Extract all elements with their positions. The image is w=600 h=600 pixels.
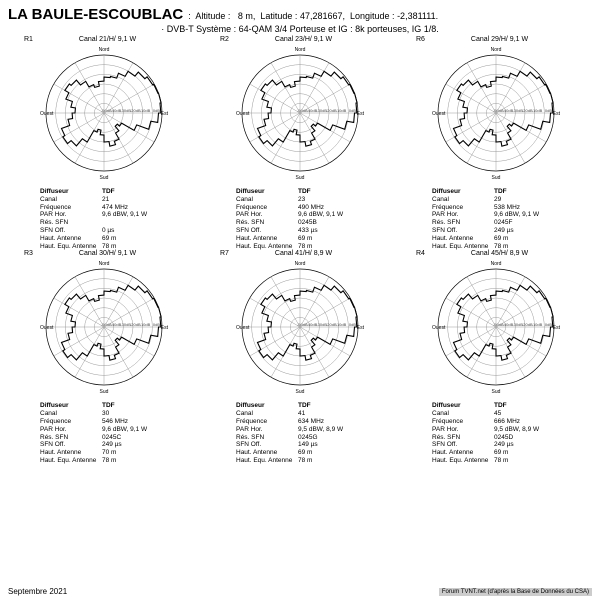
- svg-text:Sud: Sud: [492, 389, 501, 395]
- svg-text:Est: Est: [161, 325, 169, 331]
- chart-cell: R2Canal 23/H/ 9,1 W -50dB-40dB-30dB-20dB…: [202, 36, 398, 250]
- polar-chart: -50dB-40dB-30dB-20dB-10dB0dBNordSudEstOu…: [230, 43, 370, 188]
- location-title: LA BAULE-ESCOUBLAC: [8, 6, 183, 23]
- svg-text:-10dB: -10dB: [336, 108, 347, 113]
- svg-text:Sud: Sud: [296, 389, 305, 395]
- system-line: · DVB-T Système : 64-QAM 3/4 Porteuse et…: [161, 24, 438, 34]
- polar-chart: -50dB-40dB-30dB-20dB-10dB0dBNordSudEstOu…: [34, 257, 174, 402]
- svg-text:0dB: 0dB: [349, 108, 356, 113]
- cell-title: R2Canal 23/H/ 9,1 W: [202, 36, 398, 43]
- polar-chart: -50dB-40dB-30dB-20dB-10dB0dBNordSudEstOu…: [230, 257, 370, 402]
- svg-text:Ouest: Ouest: [432, 111, 446, 117]
- chart-cell: R3Canal 30/H/ 9,1 W -50dB-40dB-30dB-20dB…: [6, 250, 202, 464]
- svg-text:-10dB: -10dB: [532, 108, 543, 113]
- svg-text:-10dB: -10dB: [140, 108, 151, 113]
- page-footer: Septembre 2021 Forum TVNT.net (d'après l…: [8, 587, 592, 596]
- svg-text:Est: Est: [553, 325, 561, 331]
- cell-title: R3Canal 30/H/ 9,1 W: [6, 250, 202, 257]
- chart-cell: R4Canal 45/H/ 8,9 W -50dB-40dB-30dB-20dB…: [398, 250, 594, 464]
- svg-text:Est: Est: [161, 111, 169, 117]
- page-header: LA BAULE-ESCOUBLAC : Altitude : 8 m, Lat…: [0, 0, 600, 36]
- channel-info: DiffuseurTDFCanal41Fréquence634 MHzPAR H…: [202, 402, 398, 464]
- svg-text:Ouest: Ouest: [236, 325, 250, 331]
- svg-text:0dB: 0dB: [545, 108, 552, 113]
- svg-text:Ouest: Ouest: [236, 111, 250, 117]
- channel-info: DiffuseurTDFCanal29Fréquence538 MHzPAR H…: [398, 188, 594, 250]
- svg-text:Nord: Nord: [491, 47, 502, 53]
- polar-chart: -50dB-40dB-30dB-20dB-10dB0dBNordSudEstOu…: [426, 257, 566, 402]
- svg-text:Nord: Nord: [295, 261, 306, 267]
- cell-title: R6Canal 29/H/ 9,1 W: [398, 36, 594, 43]
- svg-text:Nord: Nord: [99, 47, 110, 53]
- channel-info: DiffuseurTDFCanal23Fréquence490 MHzPAR H…: [202, 188, 398, 250]
- svg-text:Est: Est: [357, 325, 365, 331]
- svg-text:Ouest: Ouest: [40, 325, 54, 331]
- chart-cell: R6Canal 29/H/ 9,1 W -50dB-40dB-30dB-20dB…: [398, 36, 594, 250]
- svg-text:Sud: Sud: [100, 175, 109, 181]
- chart-cell: R1Canal 21/H/ 9,1 W -50dB-40dB-30dB-20dB…: [6, 36, 202, 250]
- polar-chart: -50dB-40dB-30dB-20dB-10dB0dBNordSudEstOu…: [34, 43, 174, 188]
- svg-text:-10dB: -10dB: [140, 322, 151, 327]
- channel-info: DiffuseurTDFCanal45Fréquence666 MHzPAR H…: [398, 402, 594, 464]
- svg-text:Sud: Sud: [100, 389, 109, 395]
- svg-text:Ouest: Ouest: [40, 111, 54, 117]
- svg-text:Est: Est: [357, 111, 365, 117]
- svg-text:0dB: 0dB: [349, 322, 356, 327]
- cell-title: R1Canal 21/H/ 9,1 W: [6, 36, 202, 43]
- footer-date: Septembre 2021: [8, 587, 67, 596]
- svg-text:Sud: Sud: [296, 175, 305, 181]
- svg-text:-10dB: -10dB: [532, 322, 543, 327]
- svg-text:Est: Est: [553, 111, 561, 117]
- chart-cell: R7Canal 41/H/ 8,9 W -50dB-40dB-30dB-20dB…: [202, 250, 398, 464]
- svg-text:0dB: 0dB: [153, 322, 160, 327]
- channel-info: DiffuseurTDFCanal30Fréquence546 MHzPAR H…: [6, 402, 202, 464]
- cell-title: R4Canal 45/H/ 8,9 W: [398, 250, 594, 257]
- channel-info: DiffuseurTDFCanal21Fréquence474 MHzPAR H…: [6, 188, 202, 250]
- svg-text:Sud: Sud: [492, 175, 501, 181]
- svg-text:Nord: Nord: [295, 47, 306, 53]
- svg-text:Nord: Nord: [491, 261, 502, 267]
- polar-chart: -50dB-40dB-30dB-20dB-10dB0dBNordSudEstOu…: [426, 43, 566, 188]
- charts-grid: R1Canal 21/H/ 9,1 W -50dB-40dB-30dB-20dB…: [0, 36, 600, 465]
- svg-text:0dB: 0dB: [545, 322, 552, 327]
- footer-credit: Forum TVNT.net (d'après la Base de Donné…: [439, 588, 592, 596]
- svg-text:Nord: Nord: [99, 261, 110, 267]
- svg-text:-10dB: -10dB: [336, 322, 347, 327]
- cell-title: R7Canal 41/H/ 8,9 W: [202, 250, 398, 257]
- svg-text:0dB: 0dB: [153, 108, 160, 113]
- svg-text:Ouest: Ouest: [432, 325, 446, 331]
